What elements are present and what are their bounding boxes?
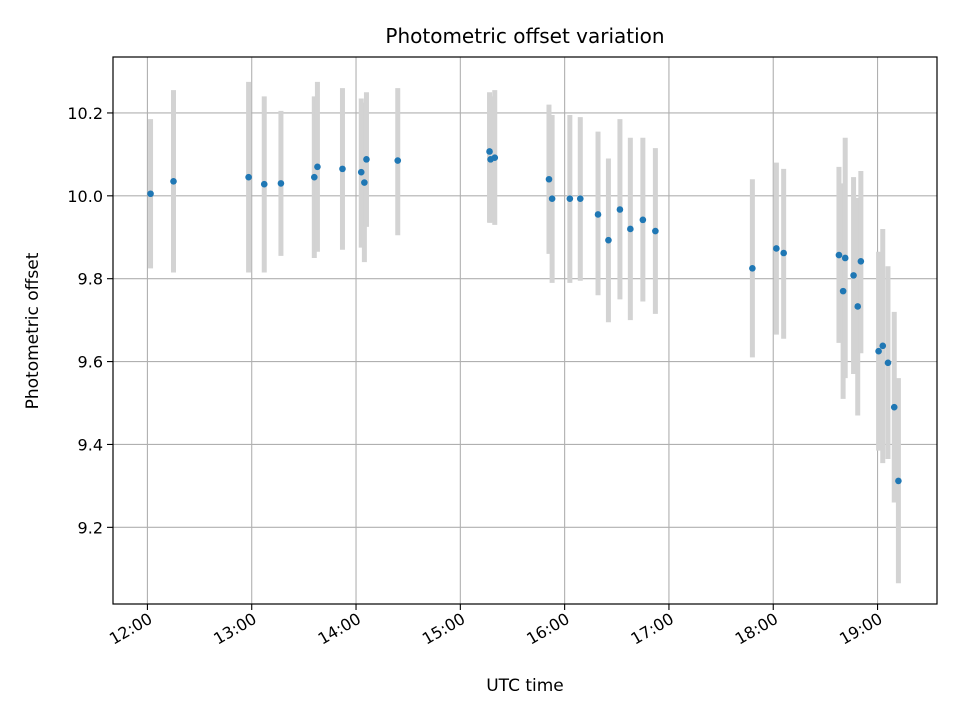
data-point bbox=[839, 287, 847, 295]
y-tick-label: 9.4 bbox=[78, 435, 103, 454]
data-point bbox=[773, 245, 780, 252]
y-axis-ticks: 9.2 9.4 9.6 9.8 10.0 10.2 bbox=[67, 104, 113, 537]
data-point bbox=[311, 173, 318, 181]
y-tick-label: 9.2 bbox=[78, 518, 103, 537]
data-point bbox=[576, 195, 584, 203]
plot-frame bbox=[112, 56, 938, 605]
data-point bbox=[363, 156, 370, 163]
data-point bbox=[850, 272, 857, 279]
grid-lines bbox=[113, 57, 937, 604]
data-point bbox=[339, 165, 346, 173]
data-point bbox=[879, 342, 887, 350]
y-axis-label: Photometric offset bbox=[23, 252, 43, 409]
chart-title: Photometric offset variation bbox=[385, 24, 664, 48]
data-point bbox=[895, 477, 902, 485]
data-point bbox=[749, 265, 756, 272]
data-point bbox=[314, 163, 321, 171]
data-point bbox=[639, 216, 647, 224]
data-point bbox=[491, 154, 499, 161]
data-points bbox=[147, 148, 902, 485]
data-point bbox=[545, 175, 553, 183]
data-point bbox=[277, 180, 285, 187]
data-point bbox=[841, 254, 849, 262]
data-point bbox=[357, 168, 365, 176]
data-point bbox=[616, 206, 624, 213]
y-tick-label: 10.2 bbox=[67, 104, 103, 123]
data-point bbox=[605, 236, 612, 244]
data-point bbox=[857, 257, 865, 265]
data-point bbox=[245, 173, 252, 181]
data-point bbox=[875, 347, 882, 355]
data-point bbox=[260, 180, 268, 188]
y-tick-label: 9.8 bbox=[78, 270, 103, 289]
data-point bbox=[361, 179, 368, 186]
x-axis-label: UTC time bbox=[486, 676, 564, 696]
data-point bbox=[780, 249, 787, 257]
data-point bbox=[884, 359, 892, 367]
data-point bbox=[394, 157, 402, 164]
data-point bbox=[170, 178, 177, 185]
data-point bbox=[147, 190, 154, 198]
data-point bbox=[566, 195, 574, 203]
data-point bbox=[486, 148, 493, 155]
data-point bbox=[652, 227, 659, 235]
y-tick-label: 9.6 bbox=[78, 353, 103, 372]
y-tick-label: 10.0 bbox=[67, 187, 103, 206]
data-point bbox=[835, 251, 843, 259]
data-point bbox=[548, 195, 556, 203]
data-point bbox=[890, 403, 898, 411]
data-point bbox=[627, 225, 634, 233]
data-point bbox=[594, 211, 602, 218]
data-point bbox=[854, 303, 862, 310]
